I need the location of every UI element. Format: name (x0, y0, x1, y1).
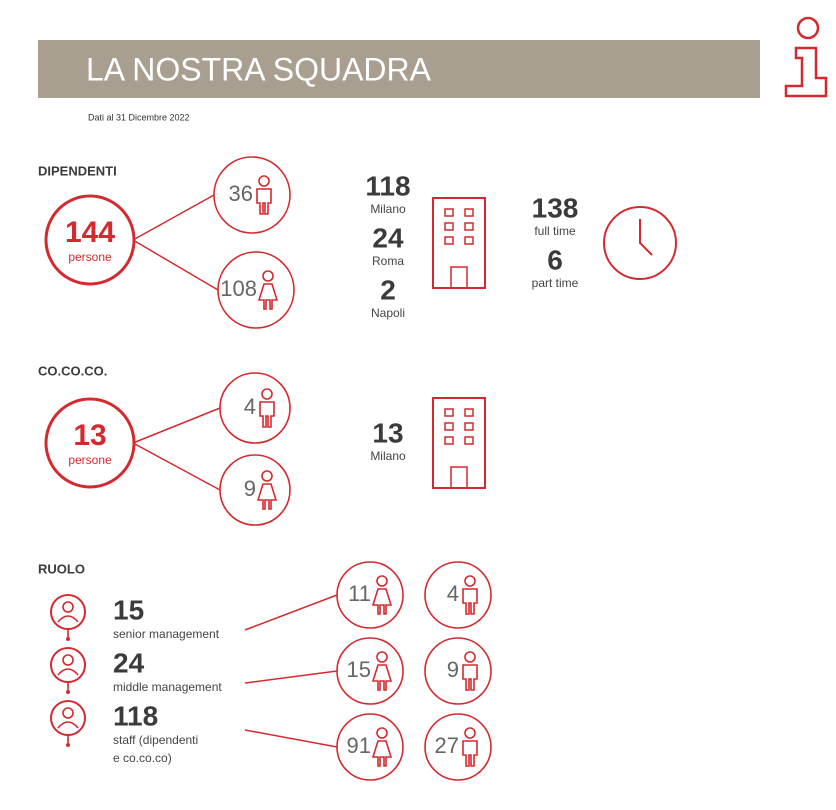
count: 108 (220, 276, 257, 301)
role-value: 15 (113, 594, 144, 625)
female-icon (372, 651, 392, 691)
stat-value: 138 (532, 192, 579, 223)
stat-name: Milano (370, 202, 406, 216)
section-label: DIPENDENTI (38, 163, 117, 178)
stat-name: Milano (370, 449, 406, 463)
count: 15 (347, 657, 371, 682)
role-value: 118 (113, 700, 158, 731)
connector (132, 407, 221, 444)
count: 27 (435, 733, 459, 758)
count-circle (336, 713, 404, 781)
connector (132, 442, 221, 491)
count-circle (424, 713, 492, 781)
clock-icon (603, 206, 677, 280)
male-icon (256, 175, 272, 215)
stat-value: 118 (365, 170, 410, 201)
female-icon (372, 575, 392, 615)
count: 9 (447, 657, 459, 682)
count-circle (336, 637, 404, 705)
total: 13 (73, 419, 106, 452)
count-circle (219, 454, 291, 526)
stat-value: 13 (372, 417, 403, 448)
header-icon (784, 16, 828, 98)
role-label: senior management (113, 627, 220, 641)
count-circle (213, 156, 291, 234)
role-icon (50, 594, 86, 642)
count-circle (424, 637, 492, 705)
total-circle (44, 397, 136, 489)
stat-name: Napoli (371, 306, 405, 320)
section-label: RUOLO (38, 561, 85, 576)
count: 36 (229, 181, 253, 206)
count-circle (424, 561, 492, 629)
count: 91 (347, 733, 371, 758)
connector (132, 194, 215, 241)
stat-name: full time (534, 224, 576, 238)
total: 144 (65, 216, 115, 249)
stat-name: Roma (372, 254, 404, 268)
count: 9 (244, 476, 256, 501)
connector (244, 594, 338, 631)
count-circle (336, 561, 404, 629)
header-band (38, 40, 760, 98)
section-label: CO.CO.CO. (38, 363, 107, 378)
title: LA NOSTRA SQUADRA (86, 51, 432, 87)
total-unit: persone (68, 453, 112, 467)
male-icon (462, 651, 478, 691)
male-icon (462, 575, 478, 615)
female-icon (257, 470, 277, 510)
role-label: e co.co.co) (113, 751, 172, 765)
role-label: staff (dipendenti (113, 733, 198, 747)
role-icon (50, 647, 86, 695)
date: Dati al 31 Dicembre 2022 (88, 112, 190, 122)
role-value: 24 (113, 647, 145, 678)
stat-value: 24 (372, 222, 404, 253)
role-label: middle management (113, 680, 222, 694)
count: 4 (244, 394, 256, 419)
role-icon (50, 700, 86, 748)
building-icon (432, 197, 486, 289)
count: 4 (447, 581, 459, 606)
male-icon (259, 388, 275, 428)
female-icon (258, 270, 278, 310)
count-circle (219, 372, 291, 444)
male-icon (462, 727, 478, 767)
connector (132, 239, 219, 291)
connector (244, 670, 338, 684)
count: 11 (348, 581, 371, 606)
total-circle (44, 194, 136, 286)
stat-value: 6 (547, 244, 563, 275)
building-icon (432, 397, 486, 489)
stat-name: part time (532, 276, 579, 290)
count-circle (217, 251, 295, 329)
stat-value: 2 (380, 274, 396, 305)
connector (244, 729, 338, 748)
total-unit: persone (68, 250, 112, 264)
female-icon (372, 727, 392, 767)
